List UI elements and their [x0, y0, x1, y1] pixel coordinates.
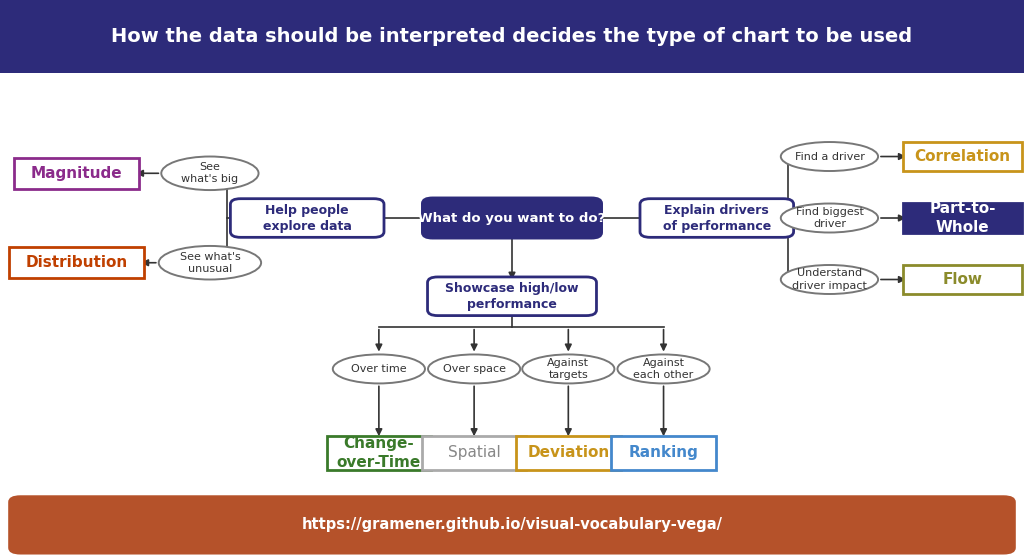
Text: See
what's big: See what's big	[181, 162, 239, 184]
Text: Understand
driver impact: Understand driver impact	[792, 268, 867, 291]
FancyBboxPatch shape	[14, 158, 139, 189]
Ellipse shape	[522, 354, 614, 383]
Text: Find a driver: Find a driver	[795, 151, 864, 162]
Text: Help people
explore data: Help people explore data	[263, 203, 351, 233]
Text: Change-
over-Time: Change- over-Time	[337, 436, 421, 470]
Text: Spatial: Spatial	[447, 446, 501, 460]
Text: Deviation: Deviation	[527, 446, 609, 460]
Ellipse shape	[617, 354, 710, 383]
Text: Against
targets: Against targets	[547, 358, 590, 380]
FancyBboxPatch shape	[230, 198, 384, 238]
FancyBboxPatch shape	[327, 435, 431, 470]
Ellipse shape	[781, 203, 879, 233]
FancyBboxPatch shape	[903, 265, 1022, 294]
FancyBboxPatch shape	[428, 277, 596, 316]
FancyBboxPatch shape	[640, 198, 794, 238]
Text: Find biggest
driver: Find biggest driver	[796, 207, 863, 229]
FancyBboxPatch shape	[8, 495, 1016, 555]
FancyBboxPatch shape	[422, 198, 601, 238]
Text: Correlation: Correlation	[914, 149, 1011, 164]
Ellipse shape	[333, 354, 425, 383]
Text: Flow: Flow	[942, 272, 983, 287]
Text: Ranking: Ranking	[629, 446, 698, 460]
FancyBboxPatch shape	[9, 247, 144, 278]
Text: How the data should be interpreted decides the type of chart to be used: How the data should be interpreted decid…	[112, 27, 912, 46]
Ellipse shape	[781, 142, 879, 171]
Ellipse shape	[781, 265, 879, 294]
FancyBboxPatch shape	[422, 435, 526, 470]
Text: Against
each other: Against each other	[634, 358, 693, 380]
Text: Part-to-
Whole: Part-to- Whole	[930, 201, 995, 235]
FancyBboxPatch shape	[903, 142, 1022, 171]
Ellipse shape	[159, 246, 261, 280]
Ellipse shape	[161, 157, 258, 190]
Text: https://gramener.github.io/visual-vocabulary-vega/: https://gramener.github.io/visual-vocabu…	[301, 518, 723, 532]
Text: What do you want to do?: What do you want to do?	[419, 211, 605, 225]
FancyBboxPatch shape	[0, 0, 1024, 73]
Text: Over time: Over time	[351, 364, 407, 374]
Text: See what's
unusual: See what's unusual	[179, 252, 241, 274]
FancyBboxPatch shape	[516, 435, 621, 470]
Text: Distribution: Distribution	[26, 255, 128, 270]
FancyBboxPatch shape	[611, 435, 716, 470]
Text: Showcase high/low
performance: Showcase high/low performance	[445, 282, 579, 311]
Text: Explain drivers
of performance: Explain drivers of performance	[663, 203, 771, 233]
Ellipse shape	[428, 354, 520, 383]
FancyBboxPatch shape	[903, 203, 1022, 233]
Text: Over space: Over space	[442, 364, 506, 374]
Text: Magnitude: Magnitude	[31, 166, 123, 181]
